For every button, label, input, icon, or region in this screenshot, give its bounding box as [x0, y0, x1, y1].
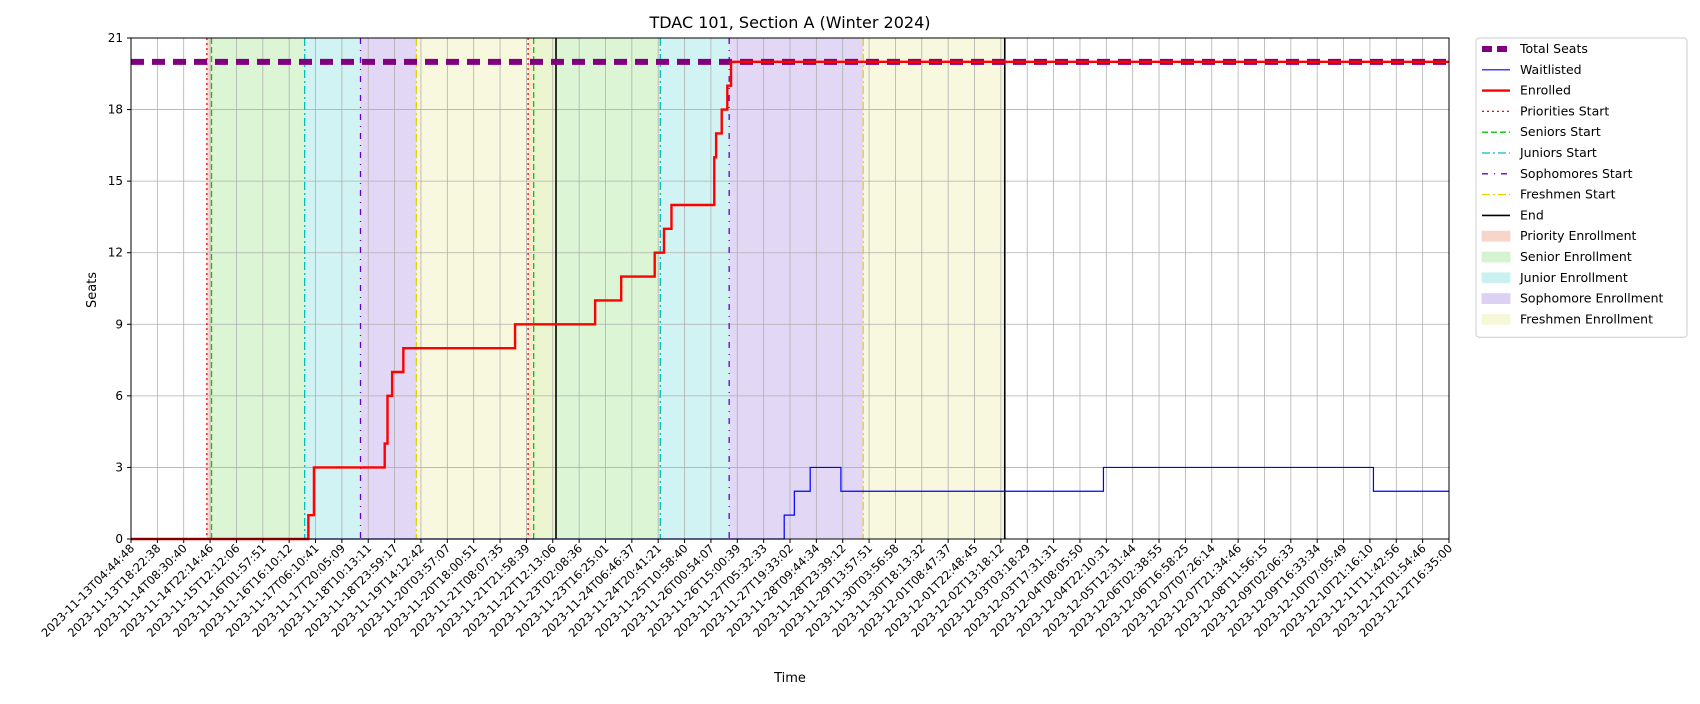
freshmen-enrollment-legend-label: Freshmen Enrollment [1520, 311, 1653, 326]
freshmen-enrollment-legend-swatch [1481, 313, 1511, 325]
senior-enrollment-legend-swatch [1481, 251, 1511, 263]
priority-enrollment-legend-label: Priority Enrollment [1520, 228, 1637, 243]
event-lines-layer [206, 38, 1006, 539]
waitlisted-legend-label: Waitlisted [1520, 62, 1582, 77]
y-tick-label: 0 [115, 532, 123, 546]
x-ticks-layer: 2023-11-13T04:44:482023-11-13T18:22:3820… [38, 539, 1455, 640]
sophomore-enrollment-legend-label: Sophomore Enrollment [1520, 291, 1664, 306]
y-tick-label: 21 [108, 31, 123, 45]
seniors-start-legend-label: Seniors Start [1520, 124, 1601, 139]
enrolled-series-line [131, 60, 1449, 541]
y-tick-label: 3 [115, 460, 123, 474]
waitlisted-series-line [131, 466, 1449, 540]
freshmen-enrollment-span [863, 38, 1005, 539]
junior-enrollment-span [304, 38, 361, 539]
enrollment-spans-layer [206, 38, 1005, 539]
y-axis-label: Seats [85, 272, 100, 308]
chart-title: TDAC 101, Section A (Winter 2024) [648, 13, 930, 32]
priorities-start-legend-label: Priorities Start [1520, 103, 1609, 118]
y-tick-label: 6 [115, 389, 123, 403]
junior-enrollment-legend-swatch [1481, 272, 1511, 284]
sophomore-enrollment-span [729, 38, 864, 539]
y-tick-label: 12 [108, 246, 123, 260]
freshmen-enrollment-span [416, 38, 557, 539]
sophomores-start-legend-label: Sophomores Start [1520, 166, 1633, 181]
legend: Total Seats Waitlisted Enrolled Priorities … [1475, 37, 1688, 338]
y-tick-label: 18 [108, 103, 123, 117]
freshmen-start-legend-label: Freshmen Start [1520, 187, 1616, 202]
y-tick-label: 15 [108, 174, 123, 188]
y-tick-label: 9 [115, 317, 123, 331]
sophomore-enrollment-span [360, 38, 417, 539]
senior-enrollment-legend-label: Senior Enrollment [1520, 249, 1632, 264]
legend-box [1475, 37, 1688, 338]
juniors-start-legend-label: Juniors Start [1519, 145, 1597, 160]
priority-enrollment-legend-swatch [1481, 230, 1511, 242]
priority-enrollment-span [206, 38, 212, 539]
series-layer [131, 58, 1449, 541]
total-seats-legend-label: Total Seats [1519, 41, 1588, 56]
y-ticks-layer: 0 3 6 9 12 15 18 21 [108, 31, 131, 546]
enrolled-legend-label: Enrolled [1520, 83, 1571, 98]
end-legend-label: End [1520, 207, 1544, 222]
sophomore-enrollment-legend-swatch [1481, 293, 1511, 305]
x-axis-label: Time [773, 671, 806, 686]
junior-enrollment-span [660, 38, 730, 539]
senior-enrollment-span [211, 38, 305, 539]
junior-enrollment-legend-label: Junior Enrollment [1519, 270, 1628, 285]
